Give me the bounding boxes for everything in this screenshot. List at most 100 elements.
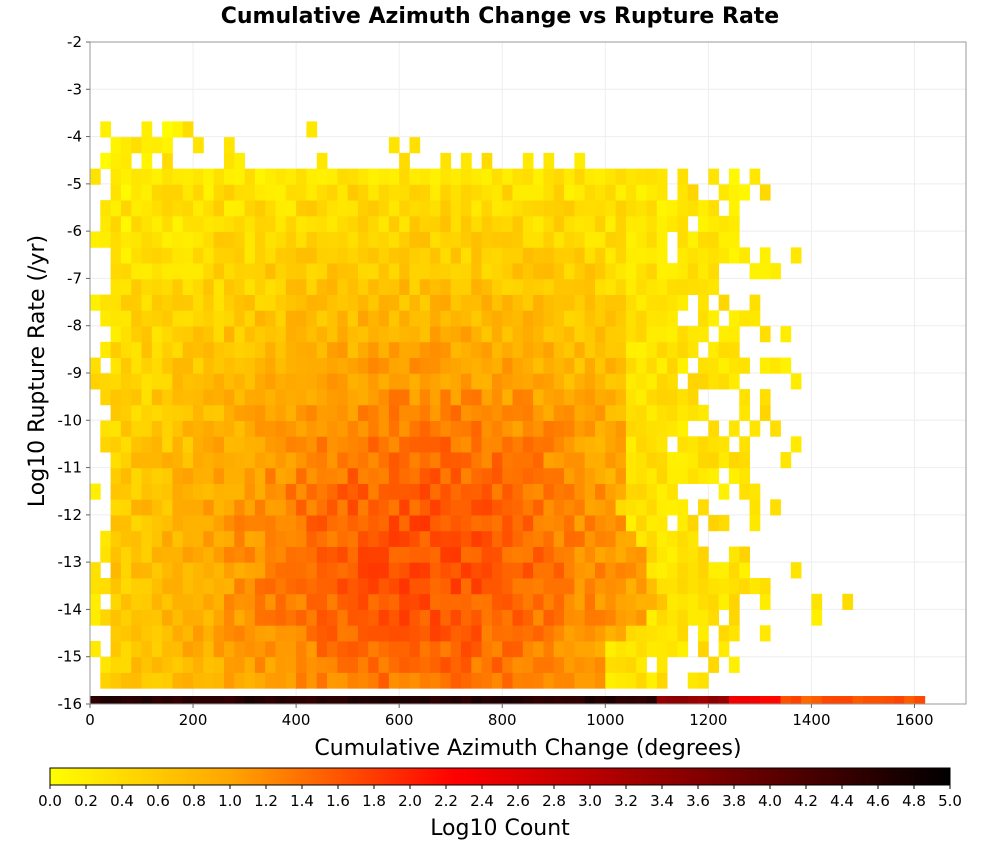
heatmap-cell	[388, 609, 400, 626]
heatmap-cell	[327, 168, 338, 185]
heatmap-cell	[388, 137, 400, 154]
heatmap-cell	[285, 436, 297, 453]
heatmap-cell	[543, 326, 555, 343]
heatmap-cell	[512, 278, 524, 295]
heatmap-cell	[337, 326, 349, 343]
heatmap-cell	[522, 578, 534, 595]
heatmap-cell-bottom	[522, 696, 534, 704]
heatmap-cell	[409, 546, 421, 563]
heatmap-cell	[409, 530, 421, 547]
heatmap-cell	[409, 562, 421, 579]
heatmap-cell	[213, 530, 225, 547]
heatmap-cell	[120, 231, 132, 248]
heatmap-cell	[759, 247, 771, 264]
heatmap-cell	[461, 625, 472, 642]
heatmap-cell	[265, 530, 276, 547]
heatmap-cell	[636, 483, 647, 500]
heatmap-cell	[440, 326, 452, 343]
heatmap-cell	[646, 389, 658, 406]
heatmap-cell	[162, 341, 173, 358]
heatmap-cell	[440, 278, 452, 295]
heatmap-cell	[110, 672, 122, 689]
heatmap-cell	[419, 184, 431, 201]
heatmap-cell	[491, 609, 503, 626]
heatmap-cell	[203, 310, 215, 327]
heatmap-cell	[131, 641, 142, 658]
heatmap-cell	[193, 184, 204, 201]
heatmap-cell	[90, 609, 101, 626]
heatmap-cell	[677, 278, 689, 295]
heatmap-cell	[636, 404, 647, 421]
heatmap-cell	[522, 562, 534, 579]
heatmap-cell	[223, 593, 235, 610]
heatmap-cell-bottom	[862, 696, 874, 704]
heatmap-cell	[759, 263, 771, 280]
heatmap-cell	[594, 184, 606, 201]
heatmap-cell	[285, 641, 297, 658]
heatmap-cell	[636, 656, 647, 673]
heatmap-cell	[615, 231, 627, 248]
heatmap-cell	[584, 562, 596, 579]
heatmap-cell	[625, 263, 637, 280]
heatmap-cell	[151, 263, 163, 280]
heatmap-cell	[533, 420, 544, 437]
heatmap-cell	[461, 420, 472, 437]
heatmap-cell	[151, 515, 163, 532]
heatmap-cell	[481, 546, 493, 563]
heatmap-cell	[388, 168, 400, 185]
heatmap-cell	[100, 121, 112, 138]
heatmap-cell	[223, 215, 235, 233]
heatmap-cell	[667, 404, 678, 421]
heatmap-cell	[636, 184, 647, 201]
heatmap-cell	[378, 357, 390, 374]
heatmap-cell	[100, 420, 112, 437]
heatmap-cell	[770, 357, 781, 374]
heatmap-cell	[234, 562, 245, 579]
heatmap-cell	[203, 656, 215, 673]
heatmap-cell	[100, 546, 112, 563]
heatmap-cell	[316, 420, 328, 437]
colorbar-tick-label: 0.6	[146, 792, 170, 810]
heatmap-cell	[461, 641, 472, 658]
heatmap-cell	[739, 357, 750, 374]
heatmap-cell	[430, 404, 441, 421]
heatmap-cell	[316, 452, 328, 469]
heatmap-cell	[677, 357, 689, 374]
heatmap-cell	[357, 483, 369, 500]
heatmap-cell	[605, 467, 616, 484]
heatmap-cell	[512, 373, 524, 390]
heatmap-cell	[656, 562, 668, 579]
heatmap-cell	[594, 593, 606, 610]
heatmap-cell	[512, 184, 524, 201]
heatmap-cell	[430, 294, 441, 311]
heatmap-cell	[636, 467, 647, 484]
heatmap-cell	[399, 341, 410, 358]
heatmap-cell	[440, 389, 452, 406]
heatmap-cell	[584, 326, 596, 343]
heatmap-cell	[450, 499, 462, 516]
heatmap-cell	[728, 184, 740, 201]
heatmap-cell	[151, 310, 163, 327]
heatmap-cell	[285, 499, 297, 516]
heatmap-cell	[419, 499, 431, 516]
heatmap-cell	[543, 436, 555, 453]
heatmap-cell	[656, 247, 668, 264]
heatmap-cell	[491, 530, 503, 547]
heatmap-cell	[306, 184, 318, 201]
heatmap-cell	[419, 200, 431, 217]
heatmap-cell	[594, 641, 606, 658]
heatmap-cell	[491, 562, 503, 579]
heatmap-cell	[667, 641, 678, 658]
heatmap-cell	[296, 373, 307, 390]
heatmap-cell	[172, 436, 184, 453]
heatmap-cell	[790, 247, 802, 264]
heatmap-cell	[728, 467, 740, 484]
heatmap-cell	[728, 168, 740, 185]
colorbar-tick-label: 0.8	[182, 792, 206, 810]
heatmap-cell	[234, 515, 245, 532]
heatmap-cell	[162, 562, 173, 579]
heatmap-cell	[213, 672, 225, 689]
heatmap-cell	[203, 231, 215, 248]
heatmap-cell	[574, 452, 586, 469]
heatmap-cell	[440, 310, 452, 327]
